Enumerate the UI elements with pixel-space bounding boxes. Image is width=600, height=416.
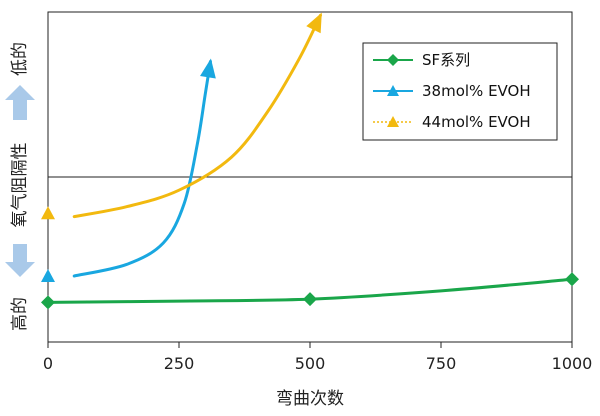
legend-label-evoh44: 44mol% EVOH xyxy=(422,113,531,131)
arrow-down-icon xyxy=(5,244,35,277)
x-axis: 0 250 500 750 1000 xyxy=(43,342,592,373)
series-layer xyxy=(41,12,579,310)
series-line-evoh44 xyxy=(72,13,322,219)
data-point-sf xyxy=(303,292,317,307)
y-label-low: 低的 xyxy=(10,42,30,76)
arrowhead-evoh38 xyxy=(200,58,216,79)
arrowhead-evoh44 xyxy=(306,12,322,34)
legend-marker-evoh38 xyxy=(387,85,399,96)
data-point-sf xyxy=(41,295,55,310)
legend-marker-evoh44 xyxy=(387,116,399,127)
legend-marker-sf xyxy=(387,54,399,66)
y-label-title: 氧气阻隔性 xyxy=(10,143,30,228)
x-tick-label: 500 xyxy=(295,354,326,373)
y-label-high: 高的 xyxy=(10,297,30,331)
x-tick-label: 750 xyxy=(426,354,457,373)
x-axis-title: 弯曲次数 xyxy=(276,389,344,409)
legend-label-sf: SF系列 xyxy=(422,51,470,69)
data-point-evoh44 xyxy=(41,206,55,220)
x-tick-label: 0 xyxy=(43,354,53,373)
arrow-up-icon xyxy=(5,85,35,120)
series-line-evoh38 xyxy=(72,60,212,278)
x-tick-label: 1000 xyxy=(552,354,593,373)
data-point-sf xyxy=(565,272,579,287)
data-point-evoh38 xyxy=(41,269,55,282)
legend-label-evoh38: 38mol% EVOH xyxy=(422,82,531,100)
legend: SF系列 38mol% EVOH 44mol% EVOH xyxy=(362,42,558,141)
x-tick-label: 250 xyxy=(164,354,195,373)
